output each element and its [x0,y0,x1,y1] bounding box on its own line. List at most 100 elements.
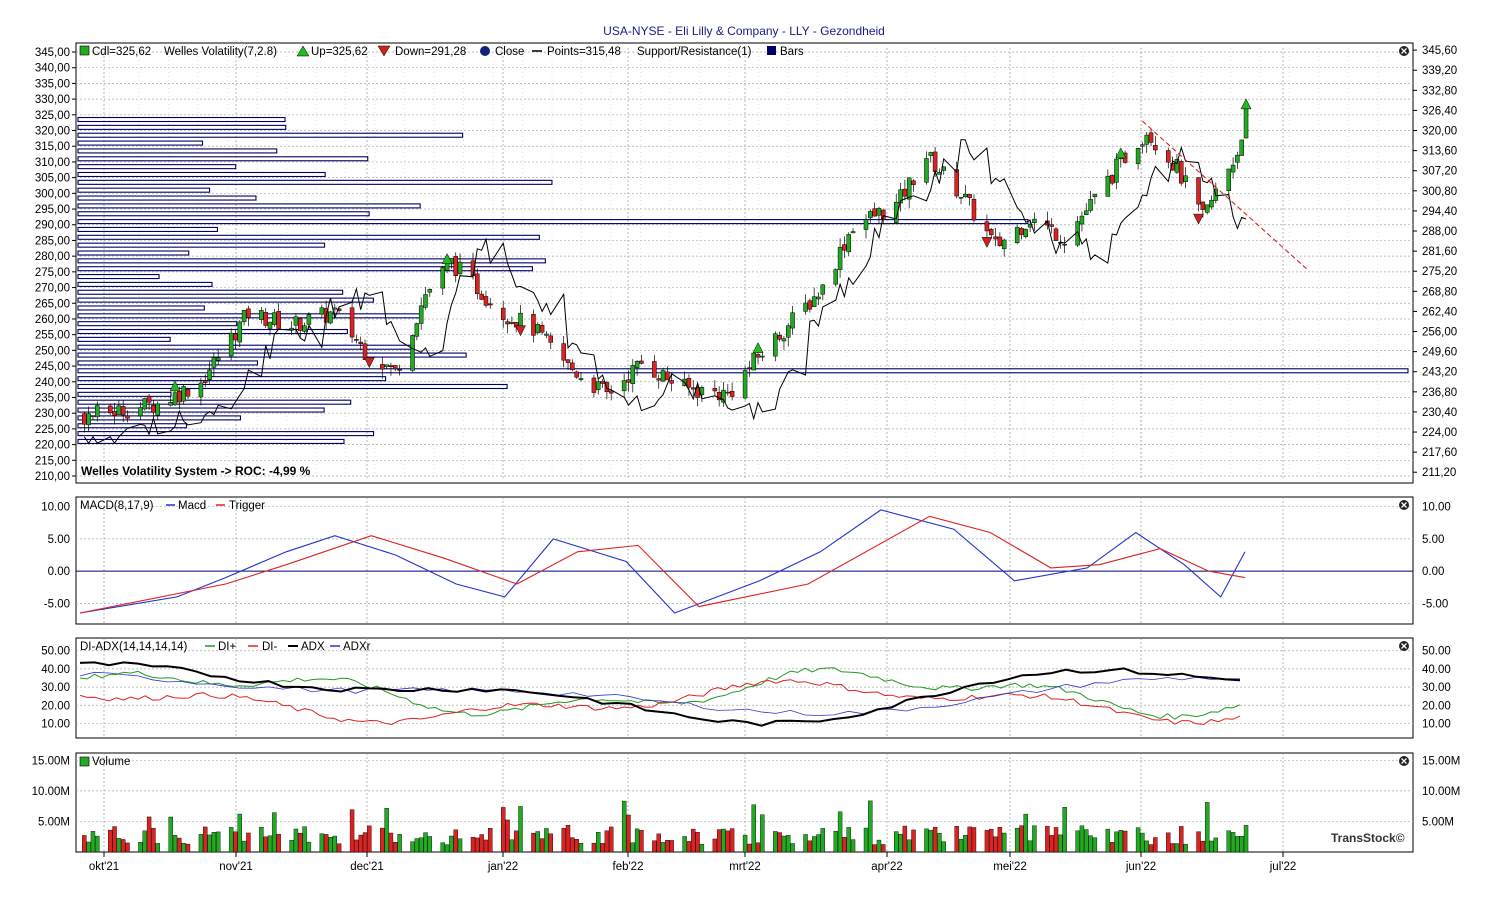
candle-body [686,378,692,388]
volume-bar [332,835,338,853]
candle-body [509,322,515,324]
volume-bar [755,842,761,853]
volume-bar [729,828,735,853]
volume-bar [1174,843,1180,853]
volume-bar [155,843,160,853]
price-panel-close-button[interactable] [1399,46,1409,56]
price-left-tick: 220,00 [35,440,70,452]
volume-bar [686,841,692,853]
candle-body [306,314,312,325]
price-left-tick: 215,00 [35,455,70,467]
volume-bar [440,842,445,853]
volume-bar [820,828,826,853]
candle-body [475,273,480,295]
price-right-tick: 275,20 [1422,266,1457,278]
volume-bar [263,836,268,853]
candle-body [1088,199,1093,211]
candle-body [86,413,91,426]
x-tick-label: jan'22 [487,861,518,873]
volume-bar [652,840,657,853]
volume-by-price-bar [77,242,326,248]
volume-bar [591,842,597,853]
price-left-tick: 340,00 [35,63,70,75]
adx-diplus-line [79,667,1241,720]
candle-body [1140,144,1145,147]
volume-bar [1105,828,1111,853]
macd-macd-line [79,509,1246,614]
candle-body [259,309,264,320]
candle-body [151,404,156,413]
candle-body [1049,224,1054,227]
candle-body [777,335,782,340]
volume-bar [302,826,307,853]
candle-body [548,335,553,343]
candle-body [112,410,117,416]
candle-body [1109,175,1115,184]
volume-by-price-bar [77,203,421,209]
volume-bar [86,841,91,853]
volume-by-price-bar [77,156,369,162]
volume-panel-close-button[interactable] [1399,756,1409,766]
price-left-tick: 295,00 [35,204,70,216]
volume-bar [453,829,458,853]
candle-body [971,198,977,221]
close-icon [1401,643,1407,649]
price-left-tick: 275,00 [35,267,70,279]
volume-bar [777,832,782,853]
volume-bar [349,809,355,853]
legend-volume: Volume [92,756,130,768]
volume-by-price-bar [77,431,375,437]
price-left-tick: 330,00 [35,94,70,106]
volume-bar [1170,843,1175,853]
volume-bar [298,832,303,853]
adx-right-tick: 40.00 [1422,664,1451,676]
x-tick-label: jul'22 [1269,861,1297,873]
candle-body [656,378,661,381]
volume-bar [293,828,299,853]
candle-body [786,325,791,338]
volume-bar [539,838,545,853]
volume-by-price-bar [77,171,326,178]
volume-bar [509,839,515,853]
volume-bar [112,826,117,853]
candle-body [202,380,208,383]
adx-adxr-line [79,671,1240,716]
price-right-tick: 217,60 [1422,447,1457,459]
volume-bar [544,828,549,853]
volume-bar [932,827,938,853]
candle-body [1179,161,1184,184]
macd-panel-close-button[interactable] [1399,500,1409,510]
volume-legend: Volume [79,756,130,768]
volume-bar [1135,827,1141,853]
volume-bar [414,838,420,853]
volume-by-price-bar [77,399,352,405]
candle-body [388,365,394,368]
volume-bar [691,828,696,853]
volume-bar [367,825,372,853]
macd-right-tick: 10.00 [1422,502,1451,514]
candle-body [988,228,994,236]
volume-bar [397,834,402,853]
candle-body [207,369,212,380]
volume-by-price-bar [77,321,238,327]
candle-body [444,262,450,271]
candle-body [241,310,247,323]
price-left-tick: 240,00 [35,377,70,389]
candle-body [1014,227,1020,243]
volume-bar [228,827,234,853]
volume-bar [457,838,463,853]
price-right-tick: 326,40 [1422,105,1457,117]
volume-bar [1230,832,1236,853]
volume-by-price-bar [77,423,188,429]
volume-bar [811,836,817,853]
volume-bar [95,835,100,853]
candle-body [721,389,726,403]
price-right-tick: 307,20 [1422,166,1457,178]
volume-legend-swatch [79,756,90,767]
volume-bar [237,813,242,853]
adx-panel-close-button[interactable] [1399,641,1409,651]
legend-macd-name: MACD(8,17,9) [80,500,154,512]
candle-body [1001,239,1007,250]
legend-trigger: Trigger [229,500,265,512]
candle-body [565,359,571,363]
